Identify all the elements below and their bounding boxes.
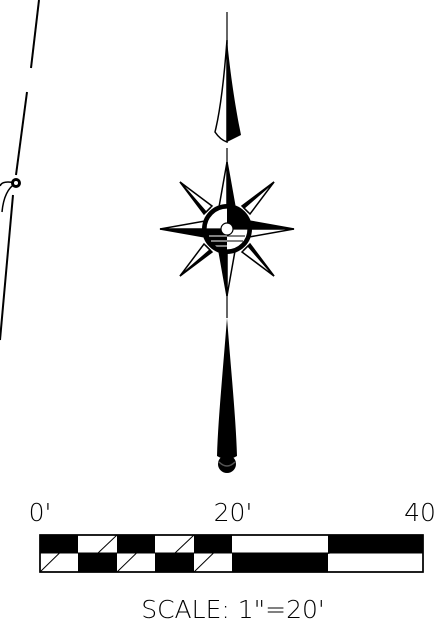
scale-caption: SCALE: 1"=20' bbox=[141, 595, 325, 623]
scale-tick-label-0: 0' bbox=[29, 498, 52, 527]
survey-point-icon bbox=[11, 178, 21, 188]
north-arrow-compass-rose-icon bbox=[159, 12, 295, 473]
scale-bar: 0' 20' 40 SCALE: 1"=20' bbox=[29, 498, 436, 623]
scale-tick-label-20: 20' bbox=[214, 498, 253, 527]
scale-tick-label-40: 40 bbox=[404, 498, 436, 527]
property-boundary-line bbox=[0, 0, 40, 341]
